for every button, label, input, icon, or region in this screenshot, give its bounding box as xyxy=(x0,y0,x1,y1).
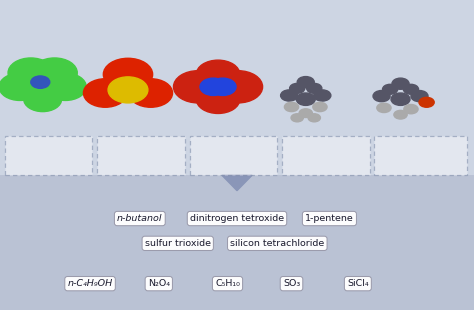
Text: silicon tetrachloride: silicon tetrachloride xyxy=(230,239,324,248)
Text: C₅H₁₀: C₅H₁₀ xyxy=(215,279,240,288)
Circle shape xyxy=(383,84,398,94)
Text: N₂O₄: N₂O₄ xyxy=(148,279,170,288)
Circle shape xyxy=(103,58,153,91)
Circle shape xyxy=(210,78,236,95)
Circle shape xyxy=(83,79,127,107)
Circle shape xyxy=(281,90,298,101)
Bar xyxy=(0,0,474,175)
Circle shape xyxy=(314,90,331,101)
Text: dinitrogen tetroxide: dinitrogen tetroxide xyxy=(190,214,284,223)
Circle shape xyxy=(45,73,86,100)
Circle shape xyxy=(299,109,312,117)
FancyBboxPatch shape xyxy=(282,136,370,175)
Circle shape xyxy=(196,60,240,89)
Circle shape xyxy=(108,77,148,103)
Text: SO₃: SO₃ xyxy=(283,279,300,288)
Circle shape xyxy=(200,78,227,95)
FancyBboxPatch shape xyxy=(5,136,92,175)
FancyBboxPatch shape xyxy=(97,136,185,175)
Circle shape xyxy=(196,85,240,113)
Text: sulfur trioxide: sulfur trioxide xyxy=(145,239,211,248)
Circle shape xyxy=(308,114,320,122)
Circle shape xyxy=(411,91,428,102)
Circle shape xyxy=(313,102,327,112)
Text: n-C₄H₉OH: n-C₄H₉OH xyxy=(67,279,113,288)
Circle shape xyxy=(291,114,303,122)
Circle shape xyxy=(394,110,407,119)
Text: SiCl₄: SiCl₄ xyxy=(347,279,369,288)
Circle shape xyxy=(296,93,315,105)
Circle shape xyxy=(8,58,54,88)
Circle shape xyxy=(129,79,173,107)
Circle shape xyxy=(24,87,62,112)
Circle shape xyxy=(404,104,418,114)
Polygon shape xyxy=(222,175,252,191)
Text: n-butanol: n-butanol xyxy=(117,214,163,223)
Circle shape xyxy=(284,102,299,112)
Circle shape xyxy=(391,93,410,105)
Circle shape xyxy=(290,83,305,93)
Text: 1-pentene: 1-pentene xyxy=(305,214,354,223)
Circle shape xyxy=(373,91,390,102)
Circle shape xyxy=(173,71,223,103)
Circle shape xyxy=(213,71,263,103)
Bar xyxy=(0,175,474,310)
Circle shape xyxy=(377,103,391,113)
Circle shape xyxy=(32,58,77,88)
Circle shape xyxy=(307,83,322,93)
Circle shape xyxy=(403,84,419,94)
Circle shape xyxy=(419,97,434,107)
Circle shape xyxy=(297,77,314,88)
Circle shape xyxy=(392,78,409,89)
FancyBboxPatch shape xyxy=(190,136,277,175)
Circle shape xyxy=(31,76,50,88)
FancyBboxPatch shape xyxy=(374,136,467,175)
Circle shape xyxy=(0,73,41,100)
